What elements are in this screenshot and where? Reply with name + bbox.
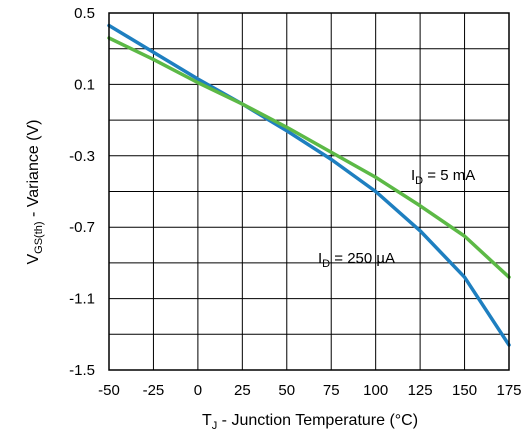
- x-tick-label: 50: [278, 382, 295, 399]
- y-tick-label: -1.1: [69, 291, 95, 308]
- series-label-5ma: ID = 5 mA: [411, 167, 475, 187]
- y-tick-label: 0.5: [74, 5, 95, 22]
- series-line-250ua: [107, 23, 511, 347]
- x-tick-labels: -50 -25 0 25 50 75 100 125 150 175: [98, 382, 521, 399]
- y-tick-label: -0.7: [69, 219, 95, 236]
- y-tick-label: -1.5: [69, 362, 95, 379]
- series-lines: [107, 23, 511, 347]
- x-tick-label: -50: [98, 382, 120, 399]
- x-tick-label: 175: [496, 382, 521, 399]
- x-tick-label: 125: [408, 382, 433, 399]
- y-axis-label: VGS(th) - Variance (V): [25, 119, 45, 264]
- x-axis-label: TJ - Junction Temperature (°C): [202, 412, 418, 432]
- x-tick-label: -25: [143, 382, 165, 399]
- plot-area-frame: [108, 12, 510, 371]
- series-label-250ua: ID = 250 µA: [318, 250, 395, 270]
- x-tick-label: 100: [363, 382, 388, 399]
- y-tick-label: -0.3: [69, 148, 95, 165]
- x-tick-label: 25: [234, 382, 251, 399]
- series-line-5ma: [107, 36, 511, 279]
- y-tick-labels: -1.5 -1.1 -0.7 -0.3 0.1 0.5: [69, 5, 95, 379]
- x-tick-label: 150: [452, 382, 477, 399]
- x-tick-label: 75: [323, 382, 340, 399]
- y-tick-label: 0.1: [74, 76, 95, 93]
- x-tick-label: 0: [194, 382, 202, 399]
